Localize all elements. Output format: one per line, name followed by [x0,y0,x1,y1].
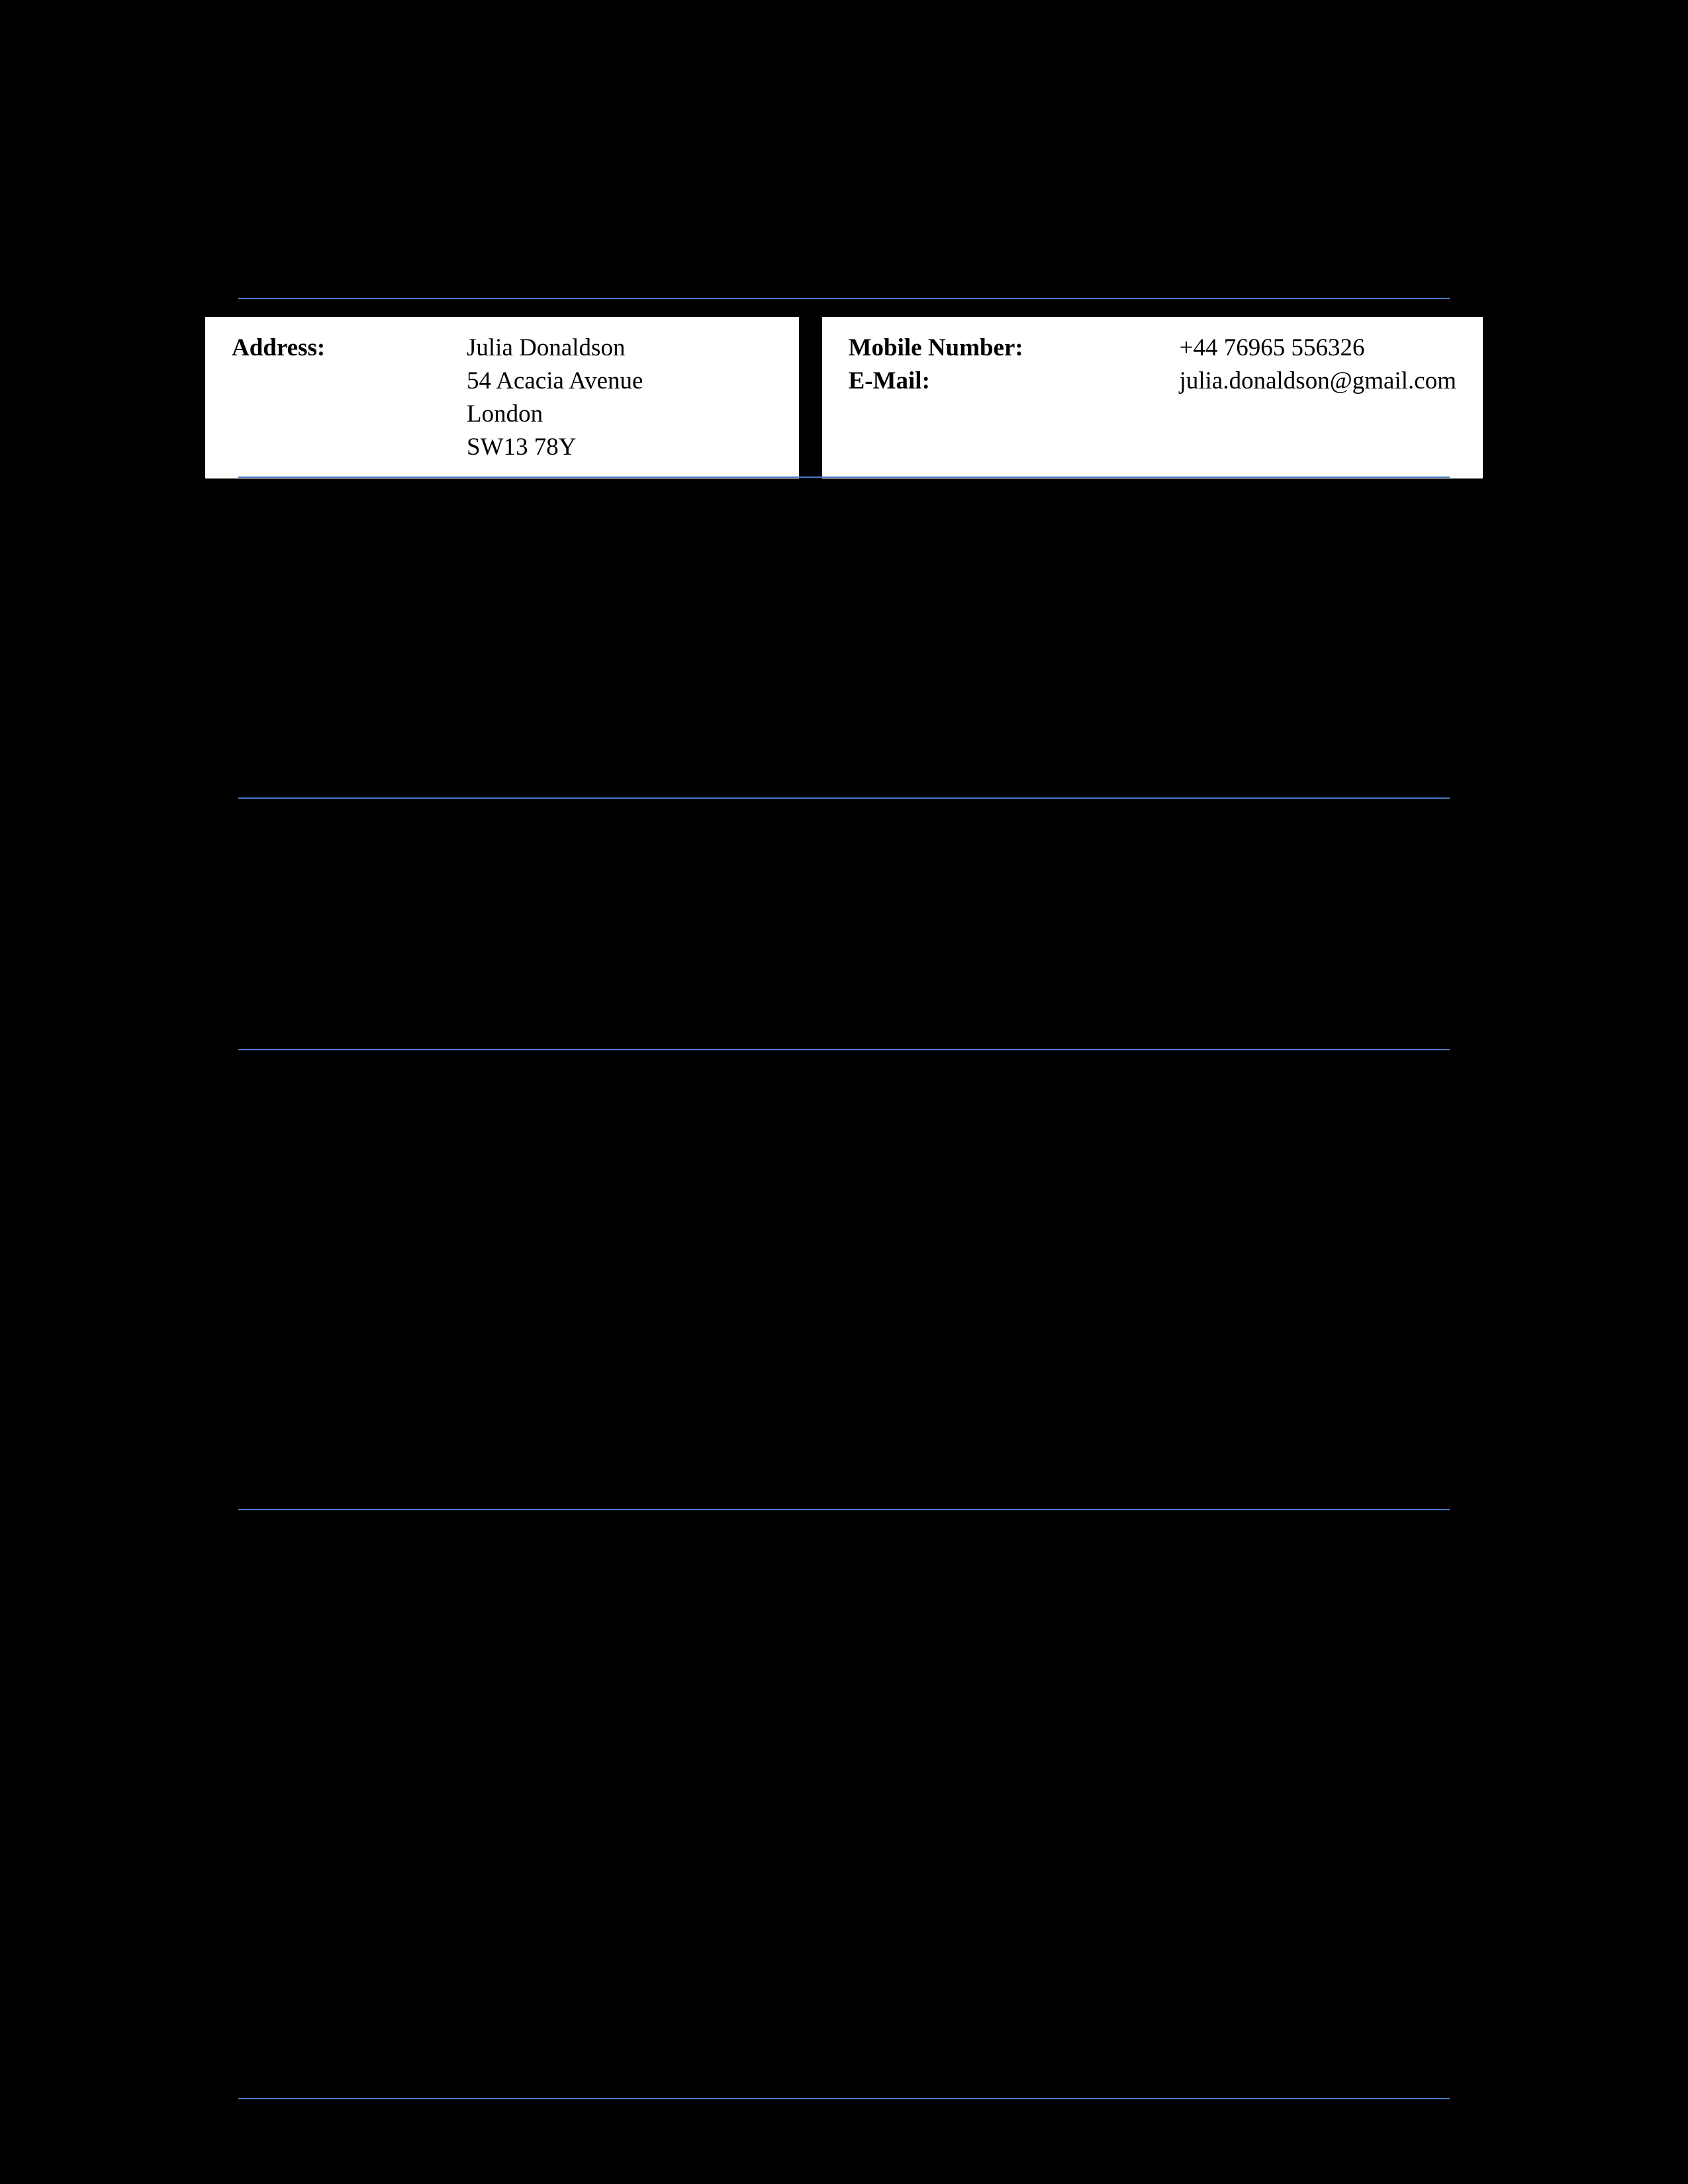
contact-city: London [467,398,643,431]
divider-4 [238,1049,1450,1050]
contact-street: 54 Acacia Avenue [467,365,643,398]
divider-6 [238,2098,1450,2099]
contact-name: Julia Donaldson [467,332,643,365]
mobile-label: Mobile Number: [849,332,1180,365]
email-label: E-Mail: [849,365,1180,398]
email-value: julia.donaldson@gmail.com [1180,365,1456,398]
contact-section: Address: Julia Donaldson 54 Acacia Avenu… [205,317,1483,478]
contact-details-card: Mobile Number: E-Mail: +44 76965 556326 … [822,317,1483,478]
divider-3 [238,797,1450,799]
address-label: Address: [232,332,467,365]
contact-postcode: SW13 78Y [467,431,643,464]
divider-1 [238,298,1450,299]
divider-2 [238,477,1450,478]
mobile-value: +44 76965 556326 [1180,332,1456,365]
divider-5 [238,1509,1450,1510]
address-card: Address: Julia Donaldson 54 Acacia Avenu… [205,317,799,478]
